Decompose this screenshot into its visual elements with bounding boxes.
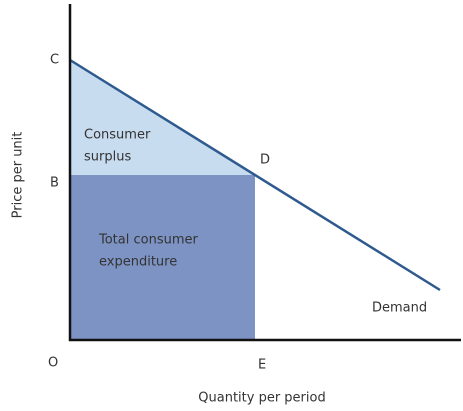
point-label: C bbox=[50, 53, 59, 68]
point-label: O bbox=[48, 356, 58, 371]
x-axis-label: Quantity per period bbox=[198, 391, 325, 406]
point-label: D bbox=[260, 153, 270, 168]
curve-label: Demand bbox=[372, 301, 427, 316]
expenditure-area bbox=[70, 175, 255, 340]
region-label: surplus bbox=[84, 150, 131, 165]
demand-curve bbox=[69, 58, 441, 292]
region-label: expenditure bbox=[99, 255, 177, 270]
point-label: E bbox=[258, 358, 266, 373]
point-label: B bbox=[50, 176, 59, 191]
region-label: Total consumer bbox=[98, 233, 199, 248]
y-axis-label: Price per unit bbox=[11, 132, 26, 219]
region-label: Consumer bbox=[84, 128, 151, 143]
